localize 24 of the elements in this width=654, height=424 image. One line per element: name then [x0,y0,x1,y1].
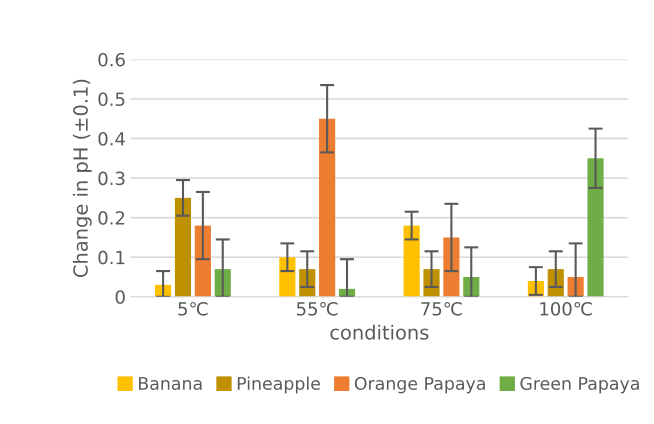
y-tick-label: 0 [116,290,125,304]
legend-label: Pineapple [238,376,320,394]
legend-label: Orange Papaya [354,376,485,394]
x-tick-label: 75℃ [421,302,462,316]
y-tick-label: 0.1 [98,250,124,264]
y-tick-label: 0.3 [98,172,124,186]
y-tick-label: 0.4 [98,132,125,146]
y-tick-label: 0.2 [98,211,124,225]
bar [279,257,296,297]
bar [174,198,192,297]
x-axis-title: conditions [330,324,428,340]
y-axis-title: Change in pH (±0.1) [72,80,92,278]
bar [587,158,604,297]
y-tick-label: 0.6 [98,52,125,66]
bar [319,118,336,297]
x-tick-label: 100℃ [540,302,592,316]
bar [404,226,420,297]
bar [443,237,460,297]
x-tick-label: 55℃ [296,302,338,316]
bar [194,226,211,297]
legend-label: Banana [139,377,202,390]
y-tick-label: 0.5 [98,92,124,106]
legend-label: Green Papaya [520,376,639,394]
x-tick-label: 5℃ [178,302,208,316]
